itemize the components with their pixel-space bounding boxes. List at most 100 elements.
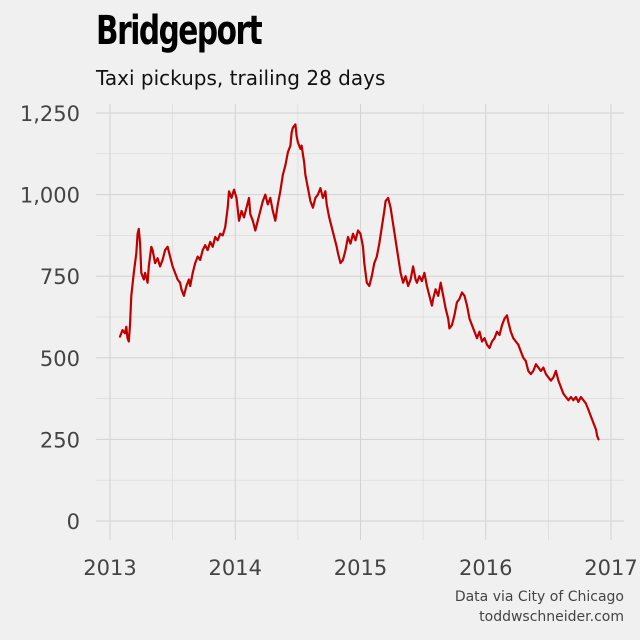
data-point [154,262,157,264]
data-point [572,399,575,402]
data-point [363,262,366,264]
caption-site: toddwschneider.com [479,609,624,625]
data-point [378,242,381,245]
data-point [196,255,199,258]
data-point [392,223,394,225]
data-point [290,131,293,134]
data-point [597,438,600,441]
data-point [349,242,352,245]
data-point [399,272,402,274]
data-point [126,337,129,340]
y-tick-label: 750 [40,265,80,289]
data-point [365,281,368,284]
data-point [557,379,560,382]
data-point [501,324,503,327]
data-point [230,197,233,199]
data-point [179,281,182,284]
data-point [211,245,214,248]
data-point [575,396,577,398]
data-point [453,314,456,317]
data-point [547,376,550,379]
data-point [135,252,138,255]
data-point [458,298,461,300]
data-point [132,272,135,274]
data-point [119,335,121,338]
data-point [519,350,522,353]
y-tick-label: 0 [67,510,80,534]
data-point [585,402,587,405]
data-point [183,294,185,297]
data-point [437,294,440,297]
data-point [473,330,476,333]
data-point [328,216,331,219]
data-point [130,294,133,297]
data-point [404,275,407,278]
data-point [121,329,124,331]
y-tick-label: 250 [40,428,80,452]
data-point [590,415,592,418]
data-point [509,330,512,333]
data-point [507,321,510,323]
data-point [471,324,473,327]
data-point [498,334,501,336]
data-point [226,206,229,209]
data-point [529,373,532,375]
data-point [281,174,284,176]
data-point [532,370,535,372]
data-point [189,285,192,287]
data-point [151,249,154,252]
data-point [434,288,437,291]
data-point [251,219,254,222]
data-point [297,141,299,144]
data-point [261,200,264,203]
data-point [274,219,277,222]
caption-source: Data via City of Chicago [454,589,624,605]
data-point [139,242,142,245]
data-point [362,245,364,248]
data-point [552,376,555,379]
data-point [287,151,289,154]
data-point [219,232,222,235]
data-point [144,272,147,274]
data-point [216,239,219,242]
data-point [344,249,347,252]
data-point [164,249,167,252]
data-point [370,275,373,278]
data-point [188,278,190,281]
data-point [357,229,359,232]
data-point [476,337,478,340]
data-point [418,275,421,278]
data-point [503,317,506,320]
data-point [224,226,227,229]
data-point [540,370,542,372]
data-point [527,370,530,372]
data-point [299,148,302,150]
data-point [347,236,349,238]
data-point [439,281,442,284]
data-point [448,327,451,330]
data-point [142,278,145,281]
data-point [444,307,447,310]
data-point [582,399,585,402]
data-point [214,236,217,238]
data-point [560,386,562,389]
data-point [339,262,342,264]
data-point [276,203,279,206]
data-point [204,244,207,247]
data-point [209,241,212,243]
x-tick-label: 2017 [584,556,637,580]
data-point [488,347,491,349]
data-point [240,210,243,212]
data-point [451,324,453,327]
data-point [468,317,471,320]
x-tick-label: 2015 [334,556,387,580]
data-point [545,373,547,375]
data-point [317,193,319,196]
data-point [384,200,387,203]
data-point [312,206,314,209]
data-point [428,294,431,297]
data-point [294,123,297,126]
data-point [380,226,383,229]
data-point [303,161,305,163]
